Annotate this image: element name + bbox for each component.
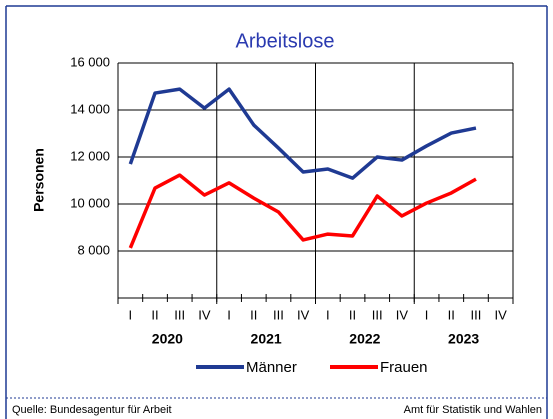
x-tick-label: III <box>174 307 185 322</box>
year-label: 2022 <box>349 331 380 347</box>
x-tick-label: II <box>151 307 158 322</box>
y-tick-label: 8 000 <box>77 242 110 257</box>
x-tick-label: III <box>471 307 482 322</box>
chart-title: Arbeitslose <box>236 30 335 52</box>
y-tick-label: 16 000 <box>70 54 110 69</box>
x-tick-label: III <box>273 307 284 322</box>
x-tick-label: IV <box>198 307 211 322</box>
x-tick-label: II <box>448 307 455 322</box>
legend-label: Männer <box>246 359 297 376</box>
x-tick-label: III <box>372 307 383 322</box>
x-tick-label: II <box>349 307 356 322</box>
x-tick-label: I <box>129 307 133 322</box>
x-tick-label: IV <box>297 307 310 322</box>
y-tick-label: 12 000 <box>70 148 110 163</box>
x-tick-label: IV <box>396 307 409 322</box>
series-line <box>128 87 477 180</box>
x-tick-label: II <box>250 307 257 322</box>
y-tick-label: 10 000 <box>70 195 110 210</box>
legend-label: Frauen <box>380 359 428 376</box>
year-label: 2023 <box>448 331 479 347</box>
publisher: Amt für Statistik und Wahlen <box>404 404 542 416</box>
year-label: 2020 <box>152 331 183 347</box>
year-label: 2021 <box>251 331 282 347</box>
y-tick-label: 14 000 <box>70 101 110 116</box>
x-tick-label: I <box>326 307 330 322</box>
source: Quelle: Bundesagentur für Arbeit <box>12 404 172 416</box>
x-tick-label: I <box>227 307 231 322</box>
x-tick-label: I <box>425 307 429 322</box>
x-tick-label: IV <box>495 307 508 322</box>
series-line <box>128 173 477 249</box>
y-axis-label: Personen <box>31 148 47 212</box>
